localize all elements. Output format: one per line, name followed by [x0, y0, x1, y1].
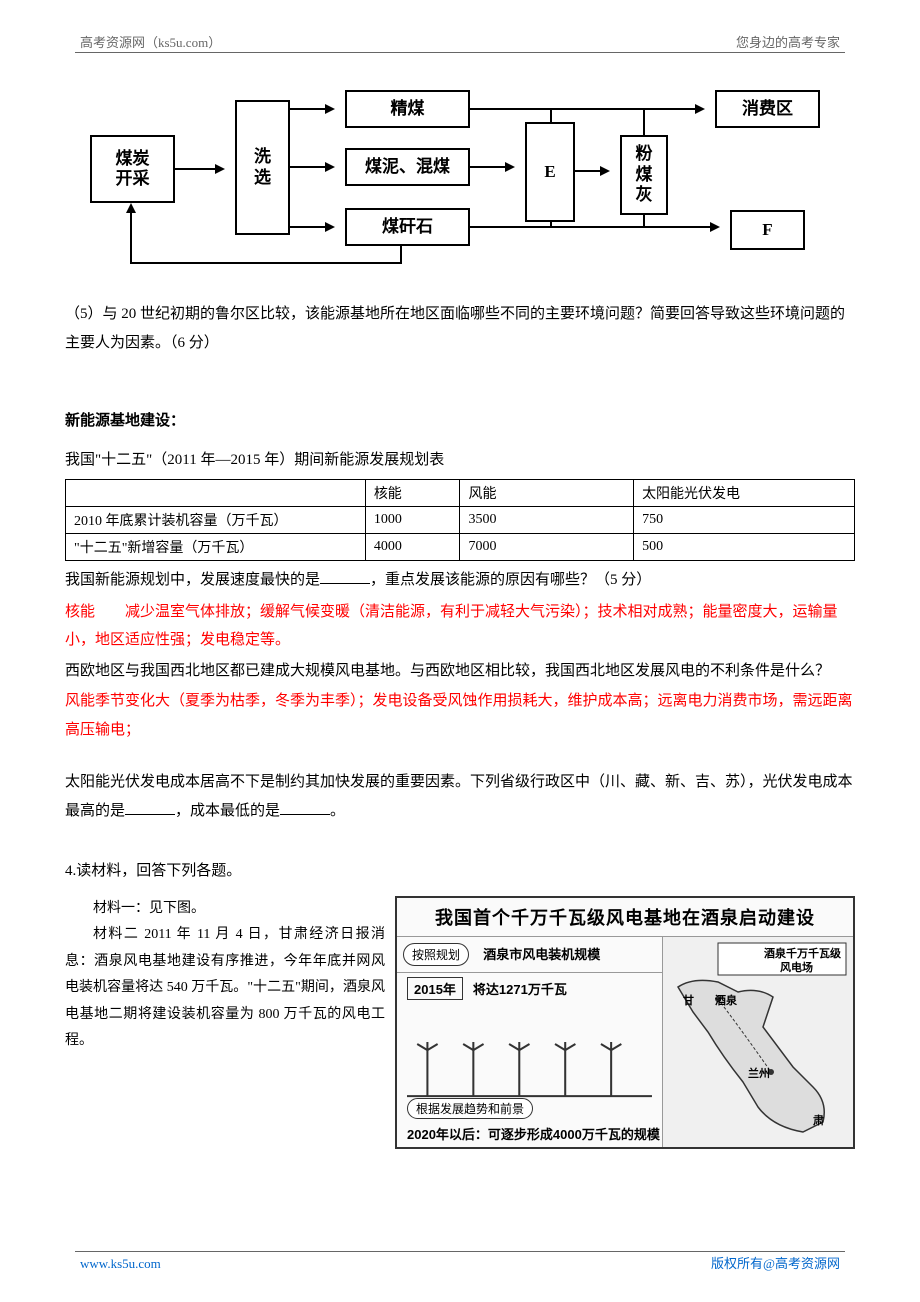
table-cell: 1000	[365, 507, 460, 534]
header-left: 高考资源网（ks5u.com）	[80, 32, 221, 51]
info-bottom-text: 2020年以后：可逐步形成4000万千瓦的规模	[407, 1124, 660, 1143]
material-2: 材料二 2011 年 11 月 4 日，甘肃经济日报消息：酒泉风电基地建设有序推…	[65, 922, 385, 1055]
map-label-2: 风电场	[780, 959, 813, 975]
jiuquan-infographic: 我国首个千万千瓦级风电基地在酒泉启动建设 按照规划 酒泉市风电装机规模 2015…	[395, 896, 855, 1149]
table-cell: "十二五"新增容量（万千瓦）	[66, 534, 366, 561]
table-row: 2010 年底累计装机容量（万千瓦） 1000 3500 750	[66, 507, 855, 534]
wind-turbine-icon	[407, 1042, 652, 1097]
table-cell: 风能	[460, 480, 634, 507]
info-title: 我国首个千万千瓦级风电基地在酒泉启动建设	[397, 898, 853, 937]
table-cell: 3500	[460, 507, 634, 534]
fc-e: E	[525, 122, 575, 222]
info-body: 按照规划 酒泉市风电装机规模 2015年 将达1271万千瓦	[397, 937, 853, 1147]
table-cell: 750	[634, 507, 855, 534]
table-cell: 太阳能光伏发电	[634, 480, 855, 507]
q4-title: 4.读材料，回答下列各题。	[65, 857, 855, 886]
answer-wind: 风能季节变化大（夏季为枯季，冬季为丰季）；发电设备受风蚀作用损耗大，维护成本高；…	[65, 687, 855, 744]
answer-plan: 核能 减少温室气体排放；缓解气候变暖（清洁能源，有利于减轻大气污染）；技术相对成…	[65, 598, 855, 655]
material-text: 材料一：见下图。 材料二 2011 年 11 月 4 日，甘肃经济日报消息：酒泉…	[65, 896, 385, 1056]
fc-consumer: 消费区	[715, 90, 820, 128]
energy-plan-table: 核能 风能 太阳能光伏发电 2010 年底累计装机容量（万千瓦） 1000 35…	[65, 479, 855, 561]
fc-coal-mining: 煤炭 开采	[90, 135, 175, 203]
footer-rule	[75, 1251, 845, 1252]
header-rule	[75, 52, 845, 53]
table-cell: 4000	[365, 534, 460, 561]
info-trend-label: 根据发展趋势和前景	[407, 1098, 533, 1119]
table-cell: 7000	[460, 534, 634, 561]
footer-right: 版权所有@高考资源网	[711, 1253, 840, 1272]
q-plan-text-b: ，重点发展该能源的原因有哪些？（5 分）	[370, 572, 651, 588]
info-year-row: 2015年 将达1271万千瓦	[397, 973, 662, 1004]
table-cell: 500	[634, 534, 855, 561]
q-solar-text-b: ，成本最低的是	[175, 803, 280, 819]
table-cell: 2010 年底累计装机容量（万千瓦）	[66, 507, 366, 534]
header-right: 您身边的高考专家	[736, 32, 840, 51]
table-header-row: 核能 风能 太阳能光伏发电	[66, 480, 855, 507]
coal-flowchart: 煤炭 开采 洗 选 精煤 煤泥、混煤 煤矸石 E 粉 煤 灰 消费区 F	[90, 80, 830, 270]
q-plan-text-a: 我国新能源规划中，发展速度最快的是	[65, 572, 320, 588]
info-left-panel: 按照规划 酒泉市风电装机规模 2015年 将达1271万千瓦	[397, 937, 663, 1147]
q-plan: 我国新能源规划中，发展速度最快的是 ，重点发展该能源的原因有哪些？（5 分）	[65, 566, 855, 595]
info-plan-text: 酒泉市风电装机规模	[483, 944, 600, 963]
q-wind: 西欧地区与我国西北地区都已建成大规模风电基地。与西欧地区相比较，我国西北地区发展…	[65, 657, 855, 686]
q-solar: 太阳能光伏发电成本居高不下是制约其加快发展的重要因素。下列省级行政区中（川、藏、…	[65, 768, 855, 825]
material-section: 材料一：见下图。 材料二 2011 年 11 月 4 日，甘肃经济日报消息：酒泉…	[65, 896, 855, 1149]
material-1: 材料一：见下图。	[65, 896, 385, 923]
fc-fine-coal: 精煤	[345, 90, 470, 128]
info-plan-label: 按照规划	[403, 943, 469, 966]
fc-f: F	[730, 210, 805, 250]
footer-left: www.ks5u.com	[80, 1256, 161, 1272]
fc-mud-coal: 煤泥、混煤	[345, 148, 470, 186]
map-jiuquan: 酒泉	[715, 992, 737, 1008]
question-5: （5）与 20 世纪初期的鲁尔区比较，该能源基地所在地区面临哪些不同的主要环境问…	[65, 300, 855, 357]
map-lanzhou: 兰州	[748, 1065, 770, 1081]
blank-lowest	[280, 800, 330, 815]
map-gan: 甘	[683, 992, 694, 1008]
info-map-panel: 酒泉千万千瓦级 风电场 甘 酒泉 兰州 肃	[663, 937, 853, 1147]
fc-wash: 洗 选	[235, 100, 290, 235]
table-cell	[66, 480, 366, 507]
section-title-new-energy: 新能源基地建设：	[65, 407, 855, 436]
fc-ash: 粉 煤 灰	[620, 135, 668, 215]
info-year-text: 将达1271万千瓦	[473, 979, 567, 998]
table-row: "十二五"新增容量（万千瓦） 4000 7000 500	[66, 534, 855, 561]
table-caption: 我国"十二五"（2011 年—2015 年）期间新能源发展规划表	[65, 446, 855, 475]
fc-gangue: 煤矸石	[345, 208, 470, 246]
page-content: 煤炭 开采 洗 选 精煤 煤泥、混煤 煤矸石 E 粉 煤 灰 消费区 F （5）…	[65, 80, 855, 1149]
map-su: 肃	[813, 1112, 824, 1128]
q-solar-text-c: 。	[330, 803, 345, 819]
table-cell: 核能	[365, 480, 460, 507]
blank-fastest	[320, 569, 370, 584]
info-year: 2015年	[407, 977, 463, 1000]
blank-highest	[125, 800, 175, 815]
